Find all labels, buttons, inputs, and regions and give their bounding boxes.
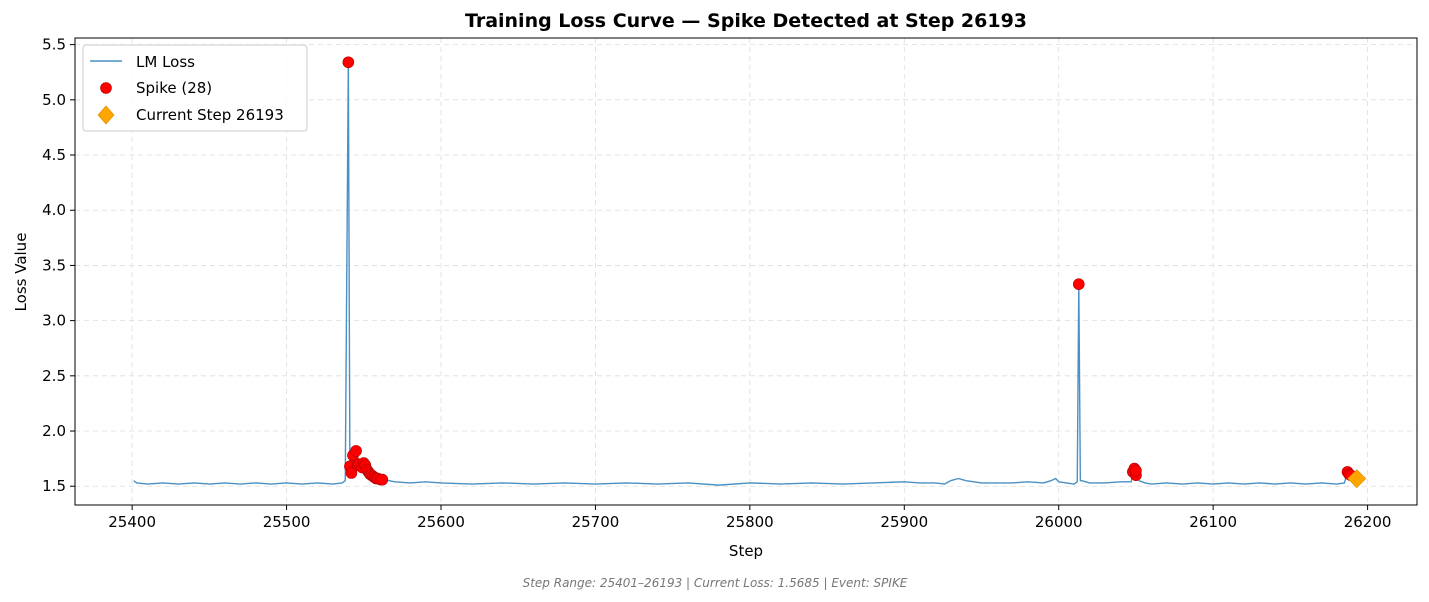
chart-title: Training Loss Curve — Spike Detected at … [465,10,1027,32]
x-tick-label: 25800 [726,513,774,531]
x-tick-label: 26100 [1189,513,1237,531]
spike-point [350,445,362,457]
legend: LM Loss Spike (28) Current Step 26193 [82,44,308,132]
y-tick-label: 2.5 [42,367,66,385]
legend-spike: Spike (28) [136,79,212,97]
y-tick-label: 2.0 [42,422,66,440]
x-tick-label: 26200 [1344,513,1392,531]
legend-spike-swatch [100,82,112,94]
spike-point [345,467,358,479]
spike-point [1130,464,1142,477]
legend-current-swatch [97,105,115,125]
y-tick-label: 4.0 [42,201,66,219]
legend-lm-loss: LM Loss [136,53,195,71]
x-tick-label: 25400 [108,513,156,531]
legend-current-step: Current Step 26193 [136,106,284,124]
y-axis-label: Loss Value [12,233,30,312]
x-axis-label: Step [729,542,763,560]
plot-area [133,56,1367,489]
lm-loss-line [133,61,1357,486]
x-tick-label: 25600 [417,513,465,531]
y-axis: 1.5 2.0 2.5 3.0 3.5 4.0 4.5 5.0 5.5 [42,36,75,495]
y-tick-label: 3.0 [42,312,66,330]
x-tick-label: 25900 [880,513,928,531]
footer-info: Step Range: 25401–26193 | Current Loss: … [523,576,908,590]
x-tick-label: 25700 [572,513,620,531]
x-axis: 25400 25500 25600 25700 25800 25900 26000 26100… [108,505,1391,531]
grid [75,38,1417,505]
y-tick-label: 1.5 [42,477,66,495]
spike-point [1072,278,1085,290]
current-step-marker [1347,469,1367,489]
y-tick-label: 5.0 [42,91,66,109]
x-tick-label: 26000 [1035,513,1083,531]
y-tick-label: 5.5 [42,36,66,54]
plot-frame [74,37,1418,506]
x-tick-label: 25500 [263,513,311,531]
y-tick-label: 3.5 [42,256,66,274]
spike-point [376,473,389,486]
legend-box [82,44,308,132]
spike-point [342,56,355,69]
y-tick-label: 4.5 [42,146,66,164]
